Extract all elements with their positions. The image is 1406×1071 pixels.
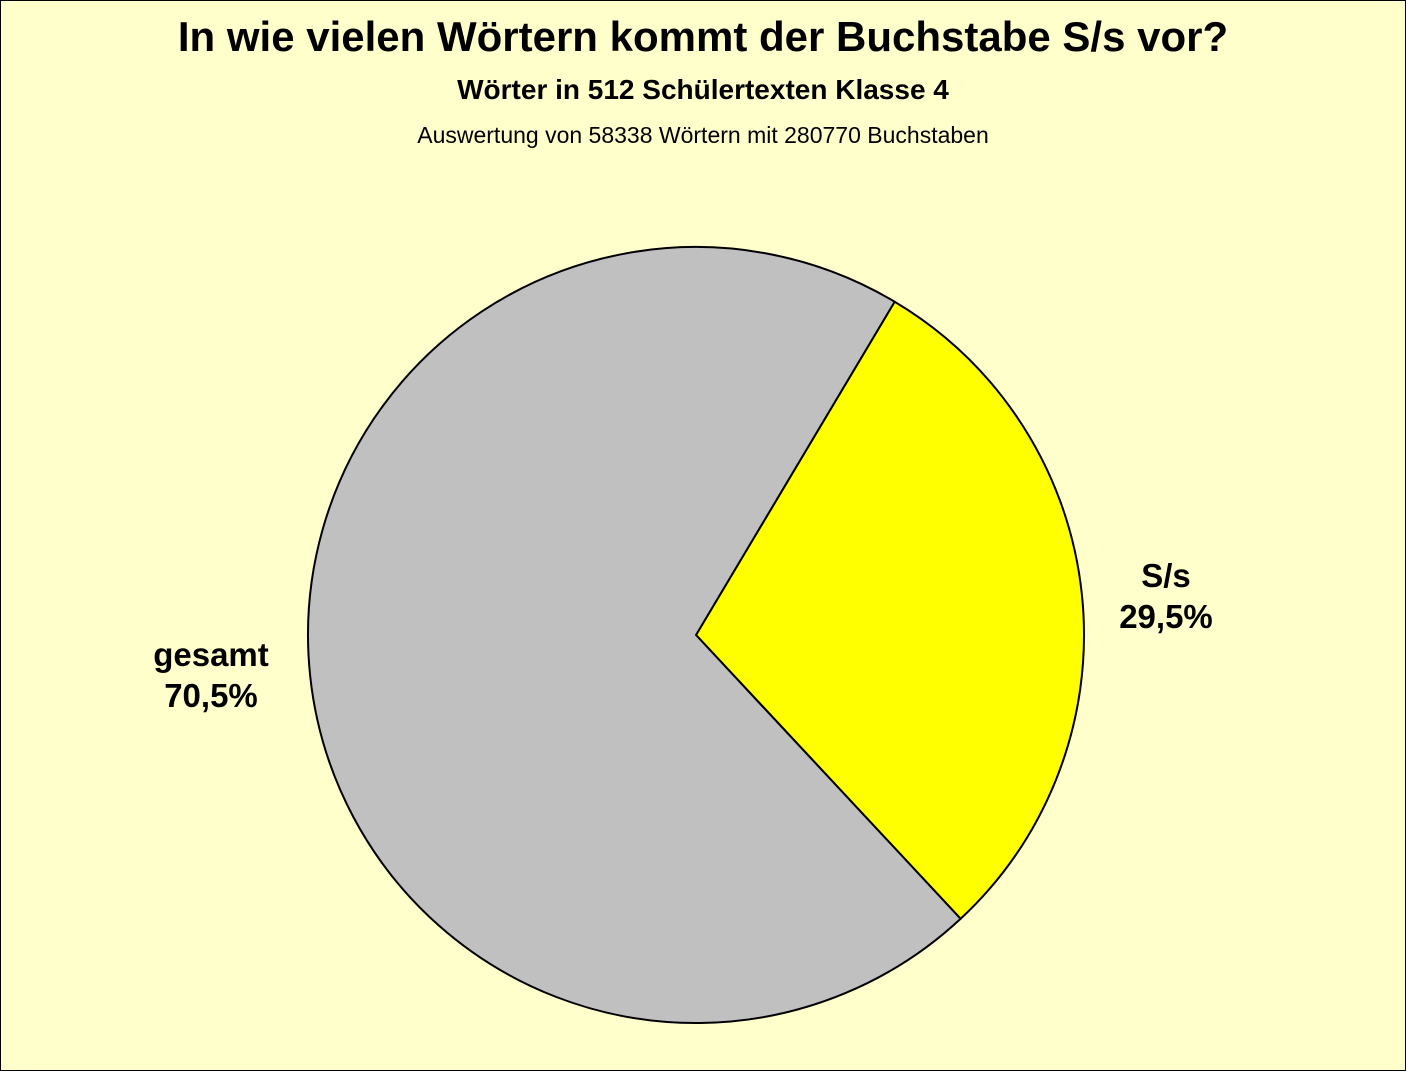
pie-slice-gesamt [307,246,962,1024]
slice-name-gesamt: gesamt [153,636,269,673]
slice-value-gesamt: 70,5% [164,677,258,714]
pie-slice-ss [695,300,1085,920]
slice-name-ss: S/s [1141,557,1191,594]
chart-caption: Auswertung von 58338 Wörtern mit 280770 … [417,122,989,148]
slice-value-ss: 29,5% [1119,598,1213,635]
pie-slices [307,246,1085,1024]
slice-label-ss: S/s 29,5% [1086,555,1246,637]
chart-title: In wie vielen Wörtern kommt der Buchstab… [177,13,1229,60]
slice-label-gesamt: gesamt 70,5% [121,634,301,716]
chart-subtitle: Wörter in 512 Schülertexten Klasse 4 [457,74,949,105]
